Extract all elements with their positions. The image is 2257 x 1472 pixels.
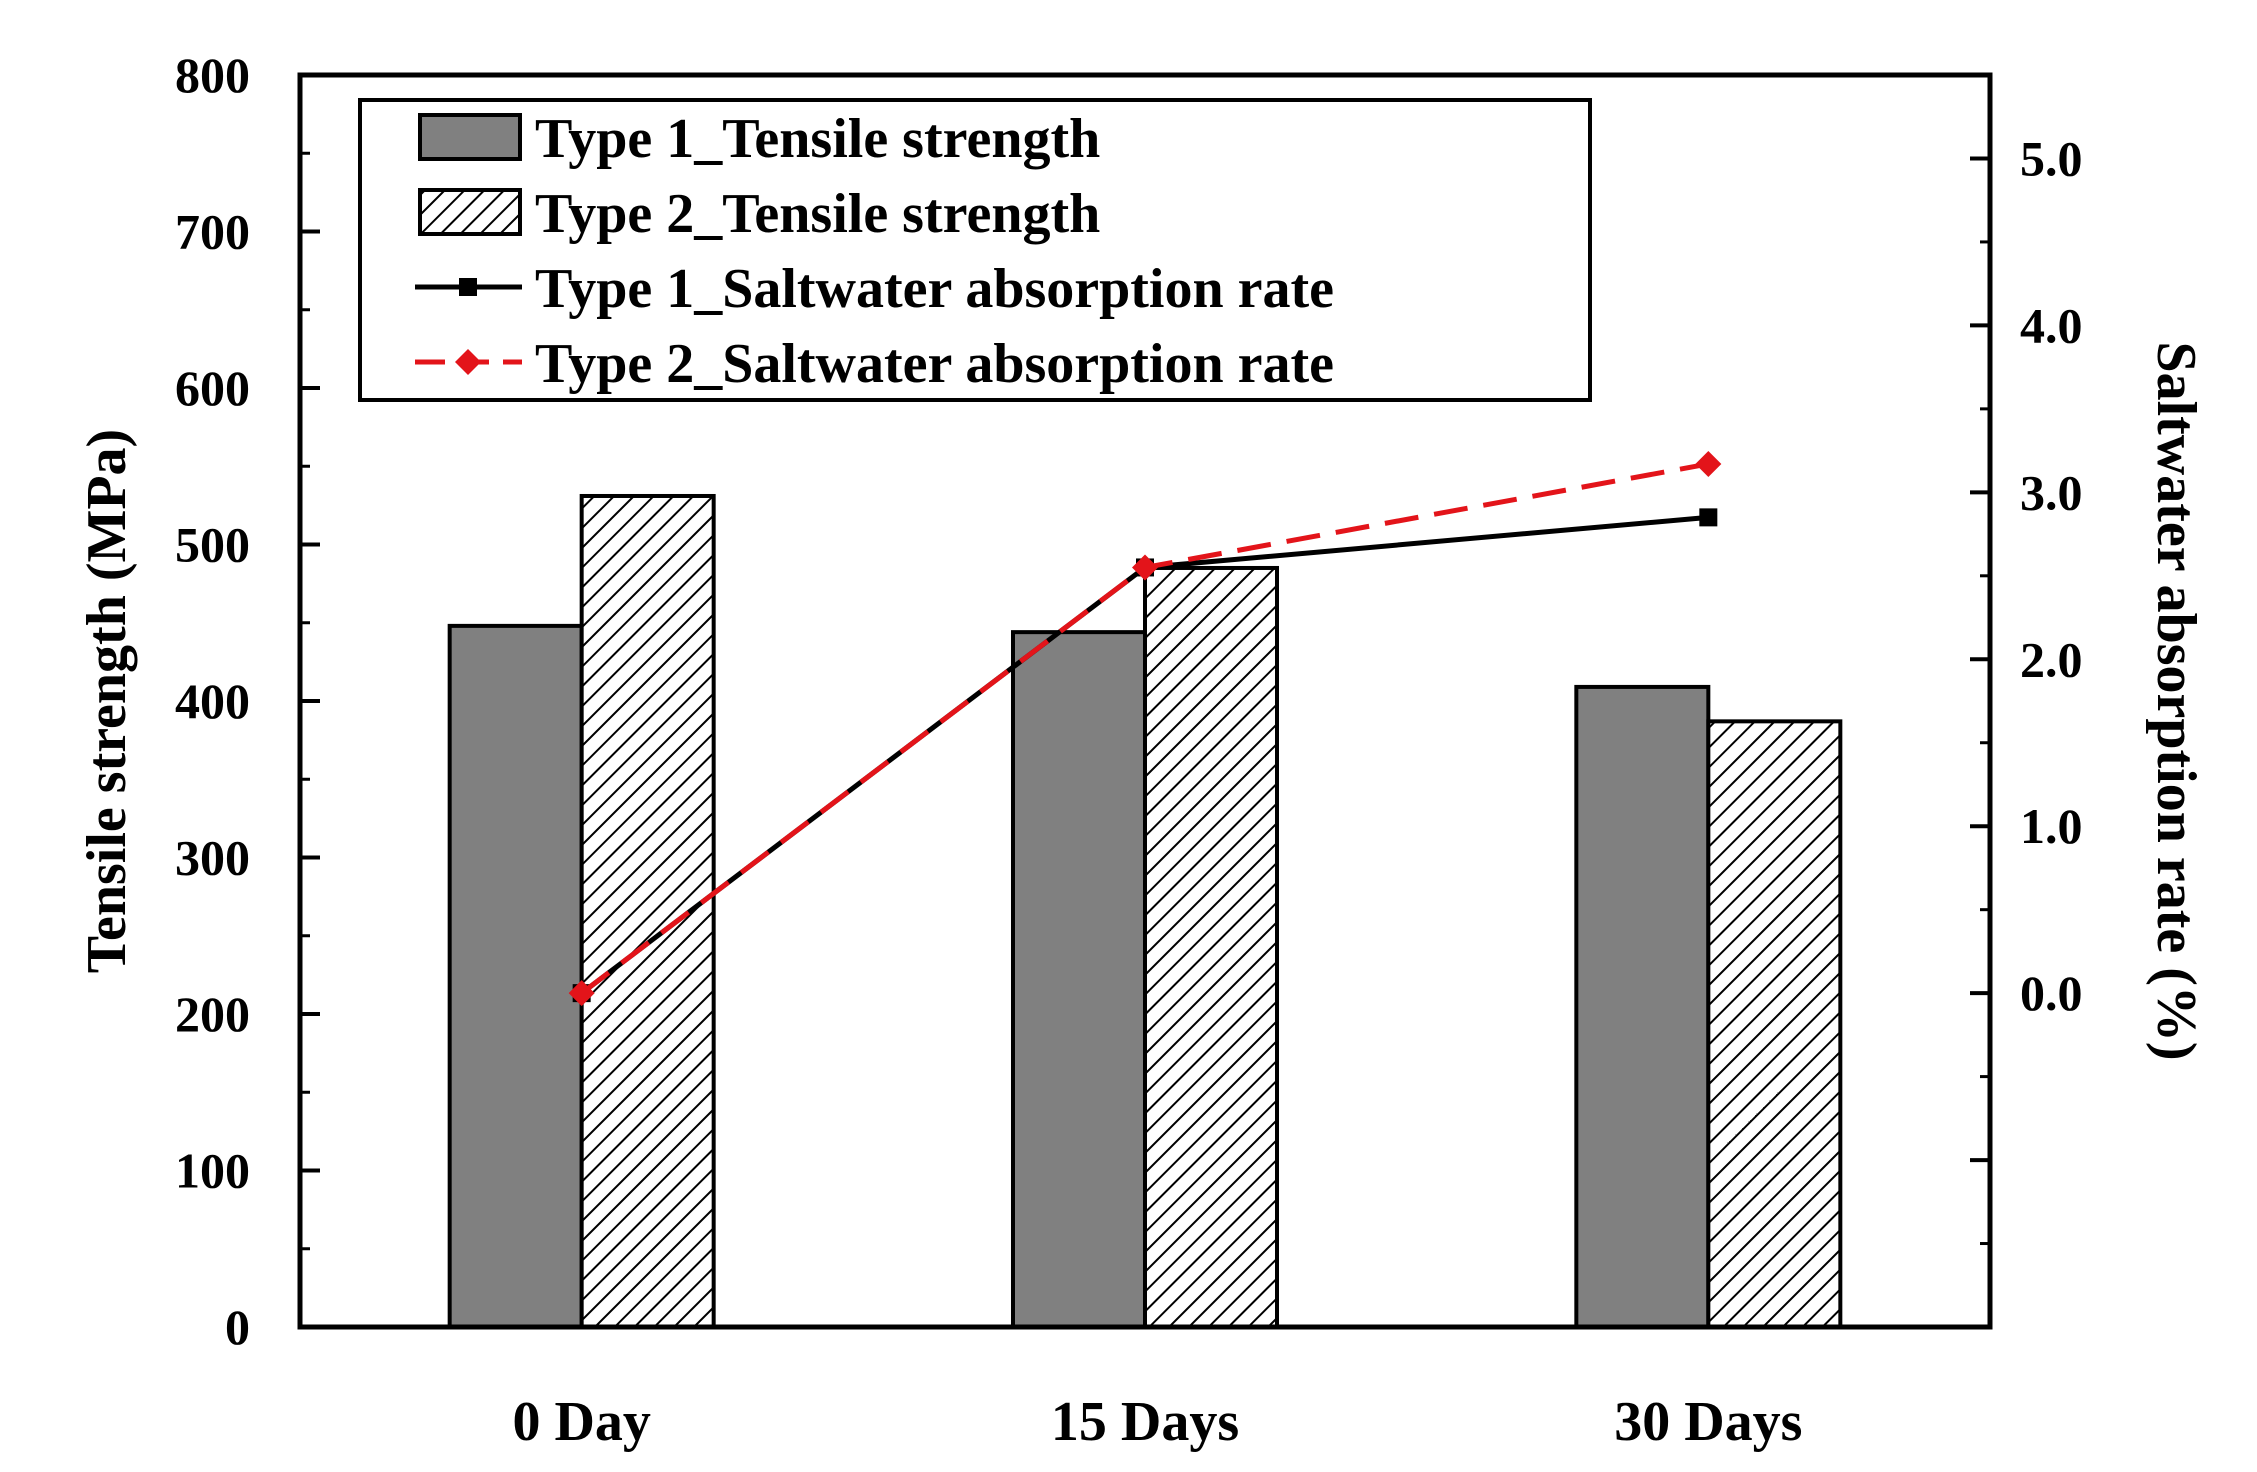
marker-1-2 xyxy=(1699,508,1718,527)
marker-2-2 xyxy=(1695,450,1722,477)
legend-label-1: Type 1_Tensile strength xyxy=(535,108,1100,170)
legend-box xyxy=(358,98,1592,402)
legend-label-3: Type 1_Saltwater absorption rate xyxy=(535,258,1334,320)
legend-marker-4 xyxy=(455,349,481,375)
right-tick-label: 4.0 xyxy=(2020,297,2083,353)
left-tick-label: 100 xyxy=(175,1143,250,1199)
left-tick-label: 800 xyxy=(175,47,250,103)
left-tick-label: 600 xyxy=(175,360,250,416)
right-tick-label: 0.0 xyxy=(2020,965,2083,1021)
legend-label-2: Type 2_Tensile strength xyxy=(535,183,1100,245)
bars-layer xyxy=(447,493,1843,1329)
bar-2-1 xyxy=(1143,565,1279,1329)
legend-swatch-1 xyxy=(418,113,522,161)
right-tick-label: 1.0 xyxy=(2020,798,2083,854)
left-tick-label: 0 xyxy=(225,1299,250,1355)
axes-layer: 0 100 200 300 400 500 600 700 800 0.0 1.0 2.0 3.0 4.0… xyxy=(76,47,2207,1453)
bar-2-2 xyxy=(1706,719,1843,1329)
right-tick-label: 2.0 xyxy=(2020,631,2083,687)
left-tick-label: 500 xyxy=(175,517,250,573)
right-axis-title: Saltwater absorption rate (%) xyxy=(2145,341,2207,1060)
left-tick-label: 400 xyxy=(175,673,250,729)
right-tick-label: 5.0 xyxy=(2020,130,2083,186)
left-tick-label: 200 xyxy=(175,986,250,1042)
x-category-label: 15 Days xyxy=(1051,1391,1239,1453)
legend-marker-3 xyxy=(459,278,477,296)
right-tick-label: 3.0 xyxy=(2020,464,2083,520)
marker-2-1 xyxy=(1132,554,1158,581)
lines-layer xyxy=(568,450,1722,1007)
legend-label-4: Type 2_Saltwater absorption rate xyxy=(535,333,1334,395)
left-tick-label: 700 xyxy=(175,204,250,260)
legend-swatch-2 xyxy=(418,188,522,236)
left-axis-title: Tensile strength (MPa) xyxy=(76,429,138,973)
bar-2-0 xyxy=(579,493,716,1329)
bar-1-2 xyxy=(1574,684,1711,1329)
bar-1-0 xyxy=(447,623,584,1329)
x-category-label: 30 Days xyxy=(1614,1391,1802,1453)
legend: Type 1_Tensile strength Type 2_Tensile st… xyxy=(358,98,1592,402)
marker-2-0 xyxy=(568,980,595,1007)
bar-1-1 xyxy=(1011,630,1147,1329)
left-tick-label: 300 xyxy=(175,830,250,886)
x-category-label: 0 Day xyxy=(512,1391,650,1453)
